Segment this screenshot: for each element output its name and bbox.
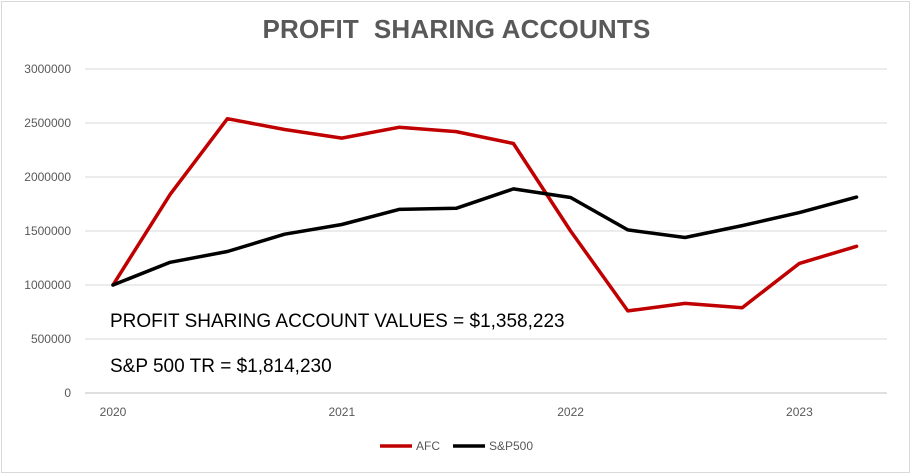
series-line-sp500 (111, 187, 859, 287)
x-tick-labels: 2020 2021 2022 2023 (100, 405, 813, 419)
y-tick-label: 2500000 (24, 116, 71, 130)
y-tick-label: 1000000 (24, 278, 71, 292)
series-lines (111, 116, 859, 313)
chart-title: PROFIT SHARING ACCOUNTS (262, 14, 651, 44)
x-tick-label: 2023 (786, 405, 813, 419)
annotation-profit-sharing-value: PROFIT SHARING ACCOUNT VALUES = $1,358,2… (110, 311, 565, 332)
y-tick-label: 0 (64, 386, 71, 400)
x-tick-label: 2020 (100, 405, 127, 419)
series-line-afc (111, 116, 859, 313)
annotation-sp500-value: S&P 500 TR = $1,814,230 (110, 356, 332, 377)
y-tick-label: 1500000 (24, 224, 71, 238)
y-tick-label: 500000 (31, 332, 71, 346)
x-tick-label: 2022 (557, 405, 584, 419)
legend-label: AFC (416, 439, 440, 453)
gridlines (85, 68, 887, 394)
y-tick-labels: 0 500000 1000000 1500000 2000000 2500000 30000… (24, 62, 71, 400)
legend-label: S&P500 (489, 439, 533, 453)
legend: AFC S&P500 (380, 439, 533, 453)
x-tick-label: 2021 (328, 405, 355, 419)
y-tick-label: 3000000 (24, 62, 71, 76)
y-tick-label: 2000000 (24, 170, 71, 184)
